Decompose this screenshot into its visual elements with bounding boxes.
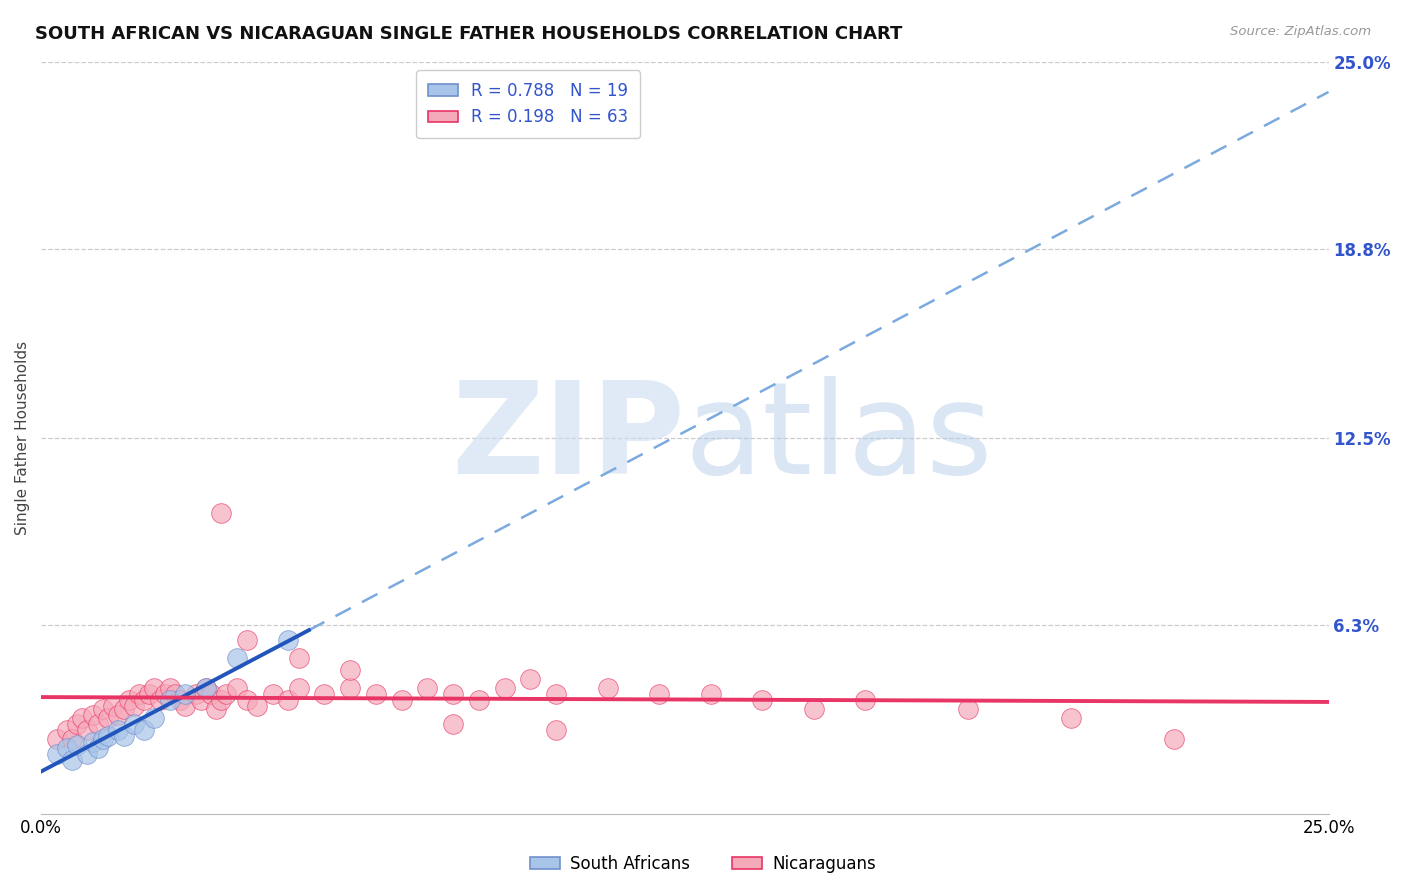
Point xyxy=(60,731,83,746)
Point xyxy=(76,723,98,737)
Point xyxy=(97,729,120,743)
Point xyxy=(416,681,439,695)
Point xyxy=(184,687,207,701)
Point xyxy=(118,692,141,706)
Point xyxy=(97,711,120,725)
Point xyxy=(91,702,114,716)
Point xyxy=(314,687,336,701)
Point xyxy=(277,632,299,647)
Point xyxy=(468,692,491,706)
Point xyxy=(544,687,567,701)
Point xyxy=(132,692,155,706)
Point xyxy=(391,692,413,706)
Legend: South Africans, Nicaraguans: South Africans, Nicaraguans xyxy=(523,848,883,880)
Point xyxy=(200,687,222,701)
Point xyxy=(66,738,89,752)
Point xyxy=(803,702,825,716)
Point xyxy=(103,698,125,713)
Point xyxy=(87,716,110,731)
Point xyxy=(441,716,464,731)
Point xyxy=(209,692,232,706)
Point xyxy=(339,663,361,677)
Point xyxy=(648,687,671,701)
Point xyxy=(215,687,238,701)
Point xyxy=(138,687,160,701)
Point xyxy=(132,723,155,737)
Y-axis label: Single Father Households: Single Father Households xyxy=(15,341,30,535)
Point xyxy=(76,747,98,761)
Point xyxy=(225,681,247,695)
Point xyxy=(194,681,217,695)
Point xyxy=(56,740,79,755)
Point xyxy=(122,698,145,713)
Point xyxy=(159,681,181,695)
Point xyxy=(122,716,145,731)
Point xyxy=(287,681,309,695)
Point xyxy=(544,723,567,737)
Point xyxy=(853,692,876,706)
Point xyxy=(82,735,104,749)
Point xyxy=(174,687,197,701)
Point xyxy=(287,650,309,665)
Text: SOUTH AFRICAN VS NICARAGUAN SINGLE FATHER HOUSEHOLDS CORRELATION CHART: SOUTH AFRICAN VS NICARAGUAN SINGLE FATHE… xyxy=(35,25,903,43)
Point xyxy=(107,707,129,722)
Point xyxy=(364,687,387,701)
Point xyxy=(205,702,228,716)
Point xyxy=(277,692,299,706)
Point xyxy=(699,687,721,701)
Point xyxy=(143,681,166,695)
Point xyxy=(56,723,79,737)
Point xyxy=(169,692,191,706)
Point xyxy=(60,753,83,767)
Point xyxy=(153,687,176,701)
Point xyxy=(1060,711,1083,725)
Point xyxy=(209,506,232,520)
Text: ZIP: ZIP xyxy=(451,376,685,500)
Point xyxy=(148,692,170,706)
Point xyxy=(45,731,67,746)
Point xyxy=(82,707,104,722)
Point xyxy=(45,747,67,761)
Point xyxy=(519,672,541,686)
Legend: R = 0.788   N = 19, R = 0.198   N = 63: R = 0.788 N = 19, R = 0.198 N = 63 xyxy=(416,70,640,138)
Point xyxy=(225,650,247,665)
Point xyxy=(112,729,135,743)
Text: atlas: atlas xyxy=(685,376,993,500)
Point xyxy=(957,702,980,716)
Point xyxy=(66,716,89,731)
Point xyxy=(112,702,135,716)
Point xyxy=(174,698,197,713)
Point xyxy=(751,692,773,706)
Point xyxy=(236,692,259,706)
Point xyxy=(107,723,129,737)
Point xyxy=(494,681,516,695)
Text: Source: ZipAtlas.com: Source: ZipAtlas.com xyxy=(1230,25,1371,38)
Point xyxy=(194,681,217,695)
Point xyxy=(163,687,186,701)
Point xyxy=(246,698,269,713)
Point xyxy=(441,687,464,701)
Point xyxy=(190,692,212,706)
Point xyxy=(87,740,110,755)
Point xyxy=(143,711,166,725)
Point xyxy=(91,731,114,746)
Point xyxy=(596,681,619,695)
Point xyxy=(128,687,150,701)
Point xyxy=(339,681,361,695)
Point xyxy=(262,687,284,701)
Point xyxy=(1163,731,1185,746)
Point xyxy=(159,692,181,706)
Point xyxy=(72,711,94,725)
Point xyxy=(236,632,259,647)
